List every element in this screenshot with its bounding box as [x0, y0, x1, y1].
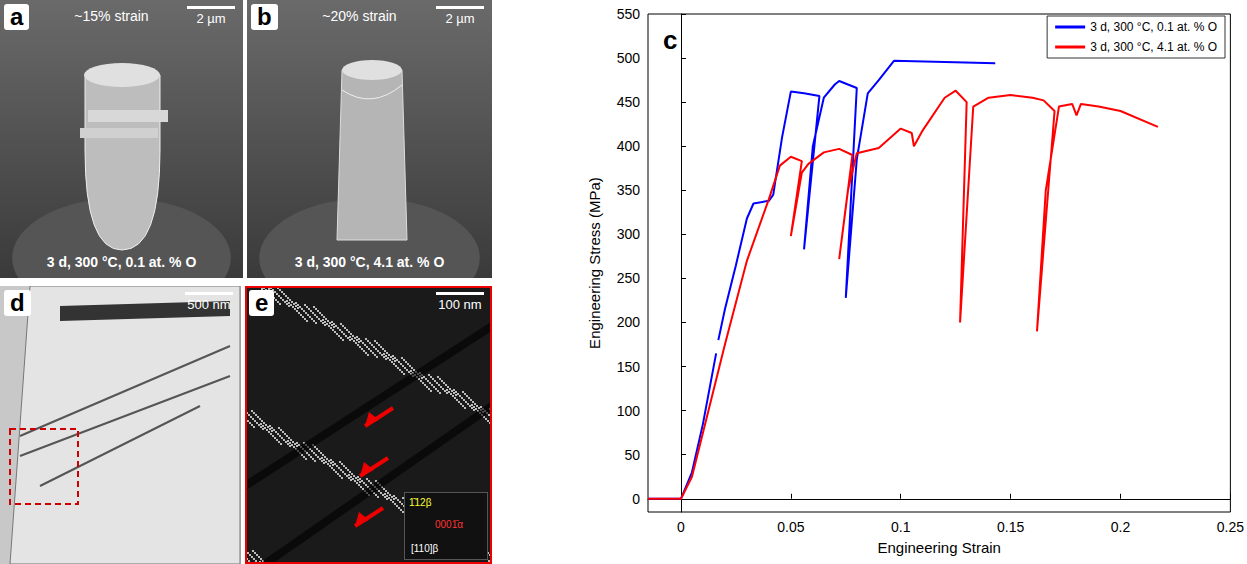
svg-text:0.05: 0.05	[777, 519, 804, 535]
html-text:100 nm: 100 nm	[438, 297, 482, 312]
svg-text:550: 550	[617, 6, 641, 22]
svg-text:0: 0	[632, 491, 640, 507]
html-text:500 nm: 500 nm	[187, 297, 231, 312]
svg-text:100: 100	[617, 403, 641, 419]
svg-text:300: 300	[617, 226, 641, 242]
svg-text:250: 250	[617, 270, 641, 286]
svg-text:0.1: 0.1	[891, 519, 911, 535]
html-text:e: e	[255, 289, 269, 316]
html-text:2 µm: 2 µm	[445, 11, 475, 26]
html-text:1̄12β: 1̄12β	[409, 497, 432, 508]
svg-text:450: 450	[617, 94, 641, 110]
html-text:b: b	[257, 3, 272, 30]
svg-text:500: 500	[617, 50, 641, 66]
html-text:~15% strain: ~15% strain	[74, 8, 149, 24]
svg-text:50: 50	[624, 447, 640, 463]
svg-text:3 d, 300 °C, 4.1 at. % O: 3 d, 300 °C, 4.1 at. % O	[1090, 40, 1217, 54]
svg-text:0.15: 0.15	[997, 519, 1024, 535]
svg-text:0.25: 0.25	[1217, 519, 1244, 535]
html-text:0001̄α: 0001̄α	[435, 519, 463, 530]
html-text:[110]β: [110]β	[411, 543, 439, 554]
svg-text:c: c	[663, 25, 677, 55]
html-text:d: d	[10, 289, 25, 316]
svg-text:150: 150	[617, 359, 641, 375]
svg-text:350: 350	[617, 182, 641, 198]
html-text:3 d, 300 °C, 0.1 at. % O: 3 d, 300 °C, 0.1 at. % O	[46, 254, 197, 270]
svg-text:Engineering Stress (MPa): Engineering Stress (MPa)	[586, 177, 603, 349]
html-text:~20% strain: ~20% strain	[322, 8, 397, 24]
html-text:3 d, 300 °C, 4.1 at. % O: 3 d, 300 °C, 4.1 at. % O	[294, 254, 445, 270]
svg-text:200: 200	[617, 314, 641, 330]
svg-text:0: 0	[677, 519, 685, 535]
html-text:a: a	[10, 3, 24, 30]
svg-text:Engineering Strain: Engineering Strain	[877, 539, 1000, 556]
svg-text:0.2: 0.2	[1111, 519, 1131, 535]
svg-text:3 d, 300 °C, 0.1 at. % O: 3 d, 300 °C, 0.1 at. % O	[1090, 20, 1217, 34]
svg-text:400: 400	[617, 138, 641, 154]
html-text:2 µm: 2 µm	[196, 11, 226, 26]
